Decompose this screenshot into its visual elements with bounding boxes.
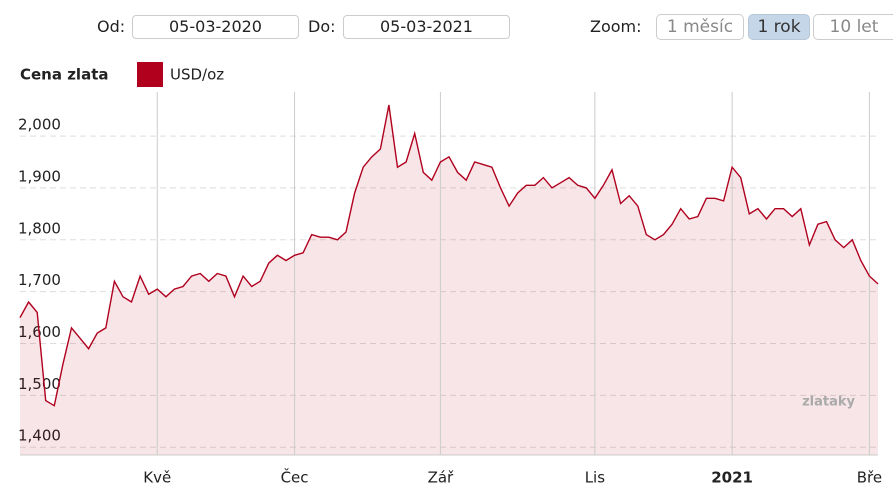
x-tick-label: Zář: [428, 469, 454, 487]
from-label: Od:: [97, 17, 126, 36]
legend-label: USD/oz: [170, 66, 224, 84]
x-tick-label: Lis: [585, 469, 606, 487]
from-date-input[interactable]: 05-03-2020: [132, 15, 299, 39]
y-tick-label: 1,700: [18, 271, 61, 289]
to-date-input[interactable]: 05-03-2021: [343, 15, 510, 39]
x-tick-label: Kvě: [143, 469, 171, 487]
watermark: zlataky: [802, 395, 855, 410]
x-tick-label: Bře: [857, 469, 882, 487]
zoom-label: Zoom:: [590, 17, 642, 36]
y-tick-label: 1,400: [18, 427, 61, 445]
y-tick-label: 1,900: [18, 167, 61, 185]
x-tick-label: Čec: [281, 468, 309, 487]
zoom-button[interactable]: 10 let: [813, 14, 893, 40]
line: [19, 104, 879, 407]
zoom-button[interactable]: 1 rok: [748, 14, 810, 40]
area: [20, 105, 878, 455]
to-label: Do:: [308, 17, 336, 36]
zoom-button[interactable]: 1 měsíc: [656, 14, 744, 40]
legend-swatch: [137, 62, 163, 87]
y-tick-label: 1,500: [18, 375, 61, 393]
x-tick-label: 2021: [711, 469, 753, 487]
y-tick-label: 1,800: [18, 219, 61, 237]
legend-title: Cena zlata: [20, 66, 109, 84]
y-tick-label: 2,000: [18, 116, 61, 134]
